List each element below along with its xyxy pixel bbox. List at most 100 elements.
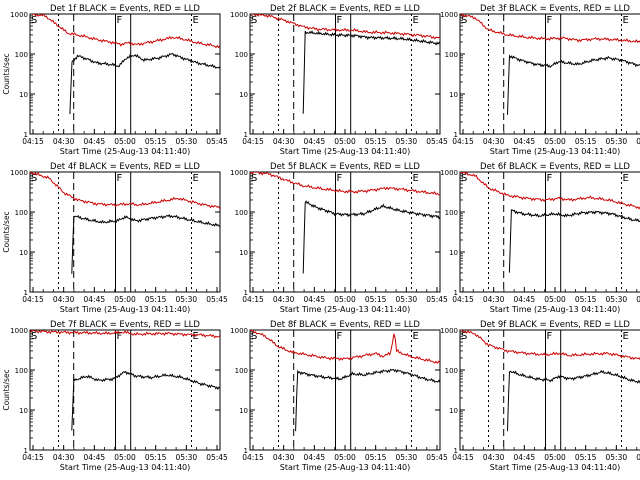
panel-5: Det 5f BLACK = Events, RED = LLD 1 10 100 10…: [230, 162, 448, 314]
x-axis-label: Start Time (25-Aug-13 04:11:40): [490, 305, 621, 314]
y-tick-label: 10: [449, 91, 458, 99]
phase-marker-s: S: [461, 331, 467, 342]
panel-title: Det 3f BLACK = Events, RED = LLD: [480, 4, 630, 14]
x-tick-label: 04:15: [22, 295, 44, 304]
panel-9: Det 9f BLACK = Events, RED = LLD 1 10 100 10…: [440, 320, 640, 472]
panel-7: Det 7f BLACK = Events, RED = LLD 1 10 100 10…: [2, 320, 228, 472]
phase-marker-s: S: [251, 15, 257, 26]
lld-rate-series: [250, 172, 440, 196]
phase-marker-e: E: [623, 331, 629, 342]
x-tick-label: 05:45: [636, 137, 640, 146]
phase-marker-s: S: [31, 331, 37, 342]
x-tick-label: 05:30: [176, 295, 198, 304]
panel-6: Det 6f BLACK = Events, RED = LLD 1 10 100 10…: [440, 162, 640, 314]
x-tick-label: 05:45: [426, 137, 448, 146]
x-tick-label: 04:45: [84, 137, 106, 146]
x-tick-label: 05:30: [396, 295, 418, 304]
x-axis-label: Start Time (25-Aug-13 04:11:40): [280, 147, 411, 156]
x-axis-label: Start Time (25-Aug-13 04:11:40): [280, 463, 411, 472]
panel-3: Det 3f BLACK = Events, RED = LLD 1 10 100 10…: [440, 4, 640, 156]
phase-marker-e: E: [413, 331, 419, 342]
x-tick-label: 05:00: [544, 137, 566, 146]
x-tick-label: 05:15: [575, 453, 597, 462]
phase-marker-f: F: [547, 173, 553, 184]
plot-frame: [459, 329, 640, 451]
x-tick-label: 05:30: [396, 137, 418, 146]
x-tick-label: 04:15: [22, 137, 44, 146]
y-tick-label: 1000: [10, 11, 28, 19]
y-tick-label: 1000: [440, 11, 458, 19]
y-tick-label: 1000: [10, 169, 28, 177]
lld-rate-series: [30, 330, 220, 339]
y-tick-label: 100: [15, 367, 28, 375]
x-tick-label: 04:15: [242, 137, 264, 146]
x-tick-label: 05:00: [334, 295, 356, 304]
x-tick-label: 05:30: [396, 453, 418, 462]
x-tick-label: 05:00: [114, 137, 136, 146]
panel-title: Det 7f BLACK = Events, RED = LLD: [50, 320, 200, 330]
y-tick-label: 100: [235, 367, 248, 375]
x-tick-label: 05:45: [426, 453, 448, 462]
y-tick-label: 10: [239, 91, 248, 99]
lld-rate-series: [250, 330, 440, 365]
phase-marker-f: F: [117, 173, 123, 184]
x-tick-label: 05:00: [334, 137, 356, 146]
x-axis-label: Start Time (25-Aug-13 04:11:40): [60, 147, 191, 156]
y-axis-label: Counts/sec: [2, 369, 11, 410]
events-rate-series: [295, 368, 440, 432]
x-tick-label: 05:15: [365, 137, 387, 146]
panel-4: Det 4f BLACK = Events, RED = LLD 1 10 100 10…: [2, 162, 228, 314]
x-tick-label: 04:45: [304, 295, 326, 304]
x-tick-label: 04:15: [452, 137, 474, 146]
y-tick-label: 100: [15, 209, 28, 217]
y-tick-label: 1: [244, 131, 248, 139]
lld-rate-series: [460, 14, 640, 43]
x-tick-label: 04:15: [452, 453, 474, 462]
x-tick-label: 05:00: [544, 295, 566, 304]
x-tick-label: 04:30: [483, 295, 505, 304]
y-axis-label: Counts/sec: [2, 53, 11, 94]
x-tick-label: 04:15: [452, 295, 474, 304]
y-tick-label: 1000: [230, 169, 248, 177]
x-axis-label: Start Time (25-Aug-13 04:11:40): [490, 463, 621, 472]
x-tick-label: 05:15: [145, 453, 167, 462]
panel-title: Det 4f BLACK = Events, RED = LLD: [50, 162, 200, 172]
x-tick-label: 05:15: [575, 295, 597, 304]
x-tick-label: 04:30: [53, 453, 75, 462]
x-tick-label: 05:45: [206, 137, 228, 146]
y-tick-label: 10: [19, 407, 28, 415]
x-tick-label: 04:45: [304, 453, 326, 462]
panel-title: Det 5f BLACK = Events, RED = LLD: [270, 162, 420, 172]
y-tick-label: 10: [239, 249, 248, 257]
phase-marker-s: S: [31, 173, 37, 184]
x-tick-label: 05:00: [334, 453, 356, 462]
phase-marker-f: F: [337, 15, 343, 26]
phase-marker-f: F: [337, 331, 343, 342]
x-tick-label: 05:15: [145, 137, 167, 146]
lld-rate-series: [30, 172, 220, 210]
x-axis-label: Start Time (25-Aug-13 04:11:40): [280, 305, 411, 314]
x-tick-label: 04:30: [273, 137, 295, 146]
y-tick-label: 1: [454, 447, 458, 455]
x-tick-label: 05:15: [365, 453, 387, 462]
y-tick-label: 10: [449, 407, 458, 415]
events-rate-series: [508, 209, 640, 273]
y-tick-label: 1: [24, 447, 28, 455]
phase-marker-s: S: [461, 15, 467, 26]
x-tick-label: 04:45: [514, 137, 536, 146]
y-axis-label: Counts/sec: [2, 211, 11, 252]
y-tick-label: 10: [19, 249, 28, 257]
phase-marker-f: F: [547, 15, 553, 26]
y-tick-label: 100: [445, 367, 458, 375]
events-rate-series: [71, 370, 220, 431]
x-tick-label: 04:30: [483, 453, 505, 462]
phase-marker-s: S: [31, 15, 37, 26]
plot-frame: [459, 171, 640, 293]
events-rate-series: [69, 52, 220, 115]
x-tick-label: 04:45: [514, 295, 536, 304]
panel-title: Det 8f BLACK = Events, RED = LLD: [270, 320, 420, 330]
y-tick-label: 100: [445, 209, 458, 217]
phase-marker-e: E: [413, 15, 419, 26]
x-tick-label: 05:45: [206, 295, 228, 304]
